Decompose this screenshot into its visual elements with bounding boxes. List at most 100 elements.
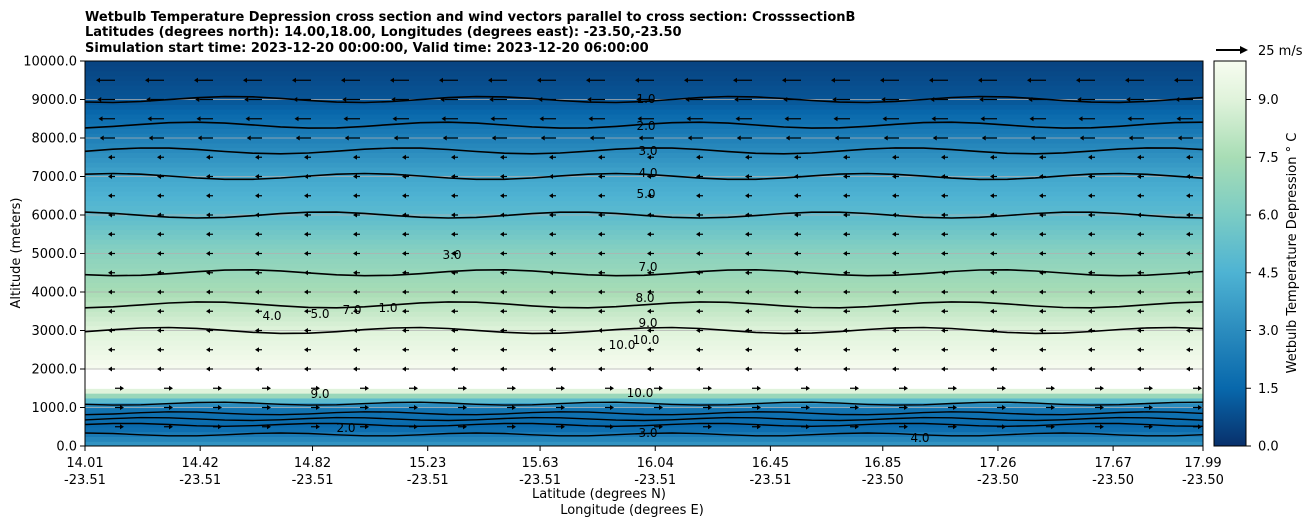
- color-band: [85, 282, 1203, 288]
- wind-vector-head: [588, 116, 593, 122]
- wind-vector-head: [549, 347, 553, 353]
- wind-vector-head: [785, 135, 790, 141]
- wind-vector-head: [108, 231, 112, 237]
- wind-vector-head: [304, 251, 308, 256]
- wind-vector-head: [1186, 328, 1190, 333]
- wind-vector-head: [304, 212, 308, 218]
- wind-vector-head: [108, 212, 112, 218]
- wind-vector-head: [218, 405, 222, 410]
- color-band: [85, 306, 1203, 312]
- color-band: [85, 311, 1203, 317]
- wind-vector-head: [1186, 289, 1190, 295]
- wind-vector-head: [451, 347, 455, 353]
- wind-vector-head: [696, 366, 700, 372]
- wind-vector-head: [343, 116, 348, 122]
- wind-vector-head: [1088, 174, 1092, 179]
- wind-vector-head: [157, 174, 161, 179]
- wind-vector-head: [794, 270, 798, 276]
- wind-vector-head: [782, 77, 786, 83]
- contour-line: [85, 172, 1203, 181]
- wind-vector-head: [1186, 154, 1190, 160]
- colorbar-tick-label: 6.0: [1258, 209, 1279, 224]
- wind-vector-head: [341, 77, 345, 83]
- color-band: [85, 89, 1203, 96]
- color-band: [85, 431, 1203, 437]
- wind-vector-head: [843, 270, 847, 276]
- wind-vector-head: [500, 251, 504, 256]
- wind-vector-head: [647, 154, 651, 160]
- wind-vector-head: [500, 308, 504, 314]
- wind-vector-head: [304, 174, 308, 179]
- wind-vector-head: [1137, 193, 1141, 199]
- y-tick-label: 5000.0: [32, 247, 78, 262]
- title-line-2: Latitudes (degrees north): 14.00,18.00, …: [85, 25, 682, 40]
- wind-vector-head: [696, 270, 700, 276]
- wind-vector-head: [953, 405, 957, 410]
- wind-vector-head: [979, 97, 984, 102]
- wind-vector-head: [855, 424, 859, 430]
- wind-vector-head: [108, 174, 112, 179]
- wind-vector-head: [255, 328, 259, 333]
- wind-vector-head: [990, 154, 994, 160]
- color-band: [85, 215, 1203, 221]
- color-band: [85, 229, 1203, 235]
- wind-vector-head: [451, 154, 455, 160]
- wind-vector-head: [1076, 77, 1080, 83]
- wind-vector-head: [295, 135, 300, 141]
- x-tick-label-lat: 14.82: [294, 456, 331, 471]
- wind-vector-head: [402, 193, 406, 199]
- wind-vector-head: [708, 424, 712, 430]
- contour-label: 8.0: [635, 291, 654, 305]
- wind-vector-head: [157, 231, 161, 237]
- wind-vector-head: [393, 135, 398, 141]
- contour-label: 10.0: [633, 333, 660, 347]
- wind-vector-head: [108, 347, 112, 353]
- quiver-key: 25 m/s: [1216, 44, 1303, 59]
- wind-vector-head: [108, 289, 112, 295]
- wind-vector-head: [892, 308, 896, 314]
- wind-vector-head: [1039, 193, 1043, 199]
- contour-label: 10.0: [627, 386, 654, 400]
- wind-vector-head: [880, 77, 884, 83]
- wind-vector-head: [441, 116, 446, 122]
- wind-vector-head: [255, 270, 259, 276]
- x-tick-label-lon: -23.51: [64, 473, 106, 488]
- wind-vector-head: [696, 174, 700, 179]
- wind-vector-head: [659, 424, 663, 430]
- color-band: [85, 369, 1203, 375]
- wind-vector-head: [1039, 308, 1043, 314]
- wind-vector-head: [451, 308, 455, 314]
- colorbar-tick-label: 1.5: [1258, 382, 1279, 397]
- wind-vector-head: [1186, 308, 1190, 314]
- x-axis-label: Latitude (degrees N): [532, 487, 666, 502]
- wind-vector-head: [146, 97, 151, 102]
- wind-vector-head: [500, 193, 504, 199]
- contour-label: 9.0: [638, 316, 657, 330]
- color-band: [85, 258, 1203, 264]
- wind-vector-head: [904, 424, 908, 430]
- wind-vector-head: [882, 116, 887, 122]
- wind-vector-head: [598, 270, 602, 276]
- wind-vector-head: [549, 289, 553, 295]
- y-tick-label: 1000.0: [32, 401, 78, 416]
- wind-vector-head: [1137, 174, 1141, 179]
- wind-vector-head: [402, 347, 406, 353]
- wind-vector-head: [587, 97, 592, 102]
- color-band: [85, 316, 1203, 322]
- wind-vector-head: [145, 77, 149, 83]
- wind-vector-head: [685, 97, 690, 102]
- color-band: [85, 373, 1203, 380]
- colorbar-gradient: [1213, 60, 1247, 447]
- wind-vector-head: [843, 308, 847, 314]
- wind-vector-head: [757, 385, 761, 391]
- wind-vector-head: [843, 174, 847, 179]
- wind-vector-head: [757, 405, 761, 410]
- wind-vector-head: [353, 251, 357, 256]
- wind-vector-head: [1039, 347, 1043, 353]
- wind-vector-head: [855, 385, 859, 391]
- wind-vector-head: [451, 231, 455, 237]
- wind-vector-head: [990, 193, 994, 199]
- wind-vector-head: [540, 135, 545, 141]
- y-tick-label: 3000.0: [32, 324, 78, 339]
- wind-vector-head: [696, 308, 700, 314]
